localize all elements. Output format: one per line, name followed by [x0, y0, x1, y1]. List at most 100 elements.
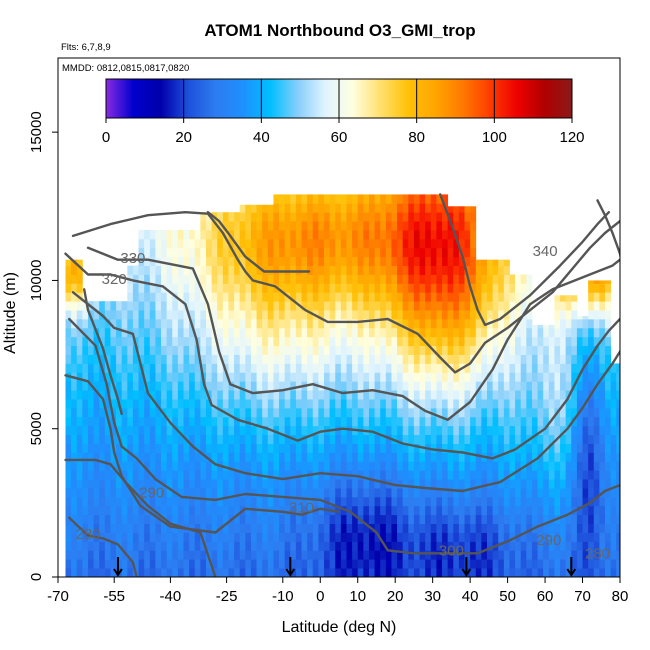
heatmap-cell — [82, 363, 89, 373]
heatmap-cell — [222, 283, 229, 293]
heatmap-cell — [363, 514, 370, 525]
heatmap-cell — [385, 425, 392, 436]
heatmap-cell — [189, 283, 196, 293]
heatmap-cell — [279, 461, 286, 471]
heatmap-cell — [312, 550, 319, 560]
heatmap-cell — [239, 336, 246, 347]
contour-label: 280 — [75, 526, 100, 543]
heatmap-cell — [161, 363, 168, 373]
heatmap-cell — [307, 505, 314, 516]
heatmap-cell — [565, 301, 572, 311]
heatmap-cell — [402, 301, 409, 311]
heatmap-cell — [576, 470, 583, 480]
heatmap-cell — [166, 452, 173, 462]
heatmap-cell — [537, 416, 544, 427]
heatmap-cell — [413, 221, 420, 231]
heatmap-cell — [503, 505, 510, 516]
heatmap-cell — [509, 399, 516, 409]
heatmap-cell — [262, 496, 269, 507]
heatmap-cell — [87, 354, 94, 364]
heatmap-cell — [430, 318, 437, 329]
heatmap-cell — [99, 372, 106, 382]
heatmap-cell — [318, 488, 325, 498]
heatmap-cell — [543, 559, 550, 569]
heatmap-cell — [76, 479, 83, 489]
heatmap-cell — [616, 452, 620, 462]
heatmap-cell — [543, 363, 550, 373]
heatmap-cell — [593, 327, 600, 338]
heatmap-cell — [194, 452, 201, 462]
heatmap-cell — [515, 310, 522, 320]
heatmap-cell — [132, 479, 139, 489]
heatmap-cell — [110, 452, 117, 462]
heatmap-cell — [593, 345, 600, 355]
heatmap-cell — [132, 532, 139, 542]
heatmap-cell — [397, 372, 404, 382]
heatmap-cell — [290, 568, 297, 577]
heatmap-cell — [605, 434, 612, 444]
heatmap-cell — [374, 247, 381, 258]
heatmap-cell — [402, 247, 409, 258]
heatmap-cell — [470, 274, 477, 284]
heatmap-cell — [132, 292, 139, 302]
heatmap-cell — [200, 345, 207, 355]
heatmap-cell — [419, 550, 426, 560]
heatmap-cell — [458, 568, 465, 577]
heatmap-cell — [475, 452, 482, 462]
heatmap-cell — [144, 256, 151, 266]
heatmap-cell — [425, 568, 432, 577]
heatmap-cell — [498, 301, 505, 311]
heatmap-cell — [486, 336, 494, 347]
heatmap-cell — [470, 318, 477, 329]
heatmap-cell — [357, 363, 364, 373]
heatmap-cell — [560, 354, 567, 364]
heatmap-cell — [82, 488, 89, 498]
heatmap-cell — [256, 407, 263, 418]
heatmap-cell — [234, 221, 241, 231]
heatmap-cell — [537, 559, 544, 569]
heatmap-cell — [340, 381, 347, 391]
heatmap-cell — [82, 541, 89, 551]
heatmap-cell — [93, 550, 100, 560]
heatmap-cell — [104, 559, 111, 569]
heatmap-cell — [183, 425, 190, 436]
heatmap-cell — [554, 496, 561, 507]
heatmap-cell — [346, 221, 353, 231]
heatmap-cell — [295, 461, 302, 471]
heatmap-cell — [245, 452, 252, 462]
heatmap-cell — [503, 461, 510, 471]
heatmap-cell — [419, 256, 426, 266]
heatmap-cell — [610, 559, 617, 569]
heatmap-cell — [301, 541, 308, 551]
heatmap-cell — [194, 318, 201, 329]
heatmap-cell — [138, 416, 145, 427]
heatmap-cell — [380, 256, 387, 266]
heatmap-cell — [267, 274, 274, 284]
heatmap-cell — [599, 399, 606, 409]
heatmap-cell — [385, 488, 392, 498]
heatmap-cell — [582, 541, 589, 551]
heatmap-cell — [82, 301, 89, 311]
heatmap-cell — [312, 514, 319, 525]
heatmap-cell — [121, 399, 128, 409]
heatmap-cell — [116, 550, 123, 560]
heatmap-cell — [307, 212, 314, 222]
heatmap-cell — [121, 407, 128, 418]
heatmap-cell — [127, 559, 134, 569]
heatmap-cell — [385, 399, 392, 409]
heatmap-cell — [481, 336, 488, 347]
heatmap-cell — [346, 541, 353, 551]
heatmap-cell — [262, 318, 269, 329]
heatmap-cell — [543, 488, 550, 498]
heatmap-cell — [205, 230, 213, 240]
heatmap-cell — [127, 514, 134, 525]
heatmap-cell — [593, 434, 600, 444]
heatmap-cell — [357, 488, 364, 498]
heatmap-cell — [554, 461, 561, 471]
heatmap-cell — [458, 488, 465, 498]
heatmap-cell — [335, 390, 342, 400]
heatmap-cell — [503, 354, 510, 364]
heatmap-cell — [256, 336, 263, 347]
heatmap-cell — [515, 523, 522, 533]
heatmap-cell — [442, 550, 449, 560]
